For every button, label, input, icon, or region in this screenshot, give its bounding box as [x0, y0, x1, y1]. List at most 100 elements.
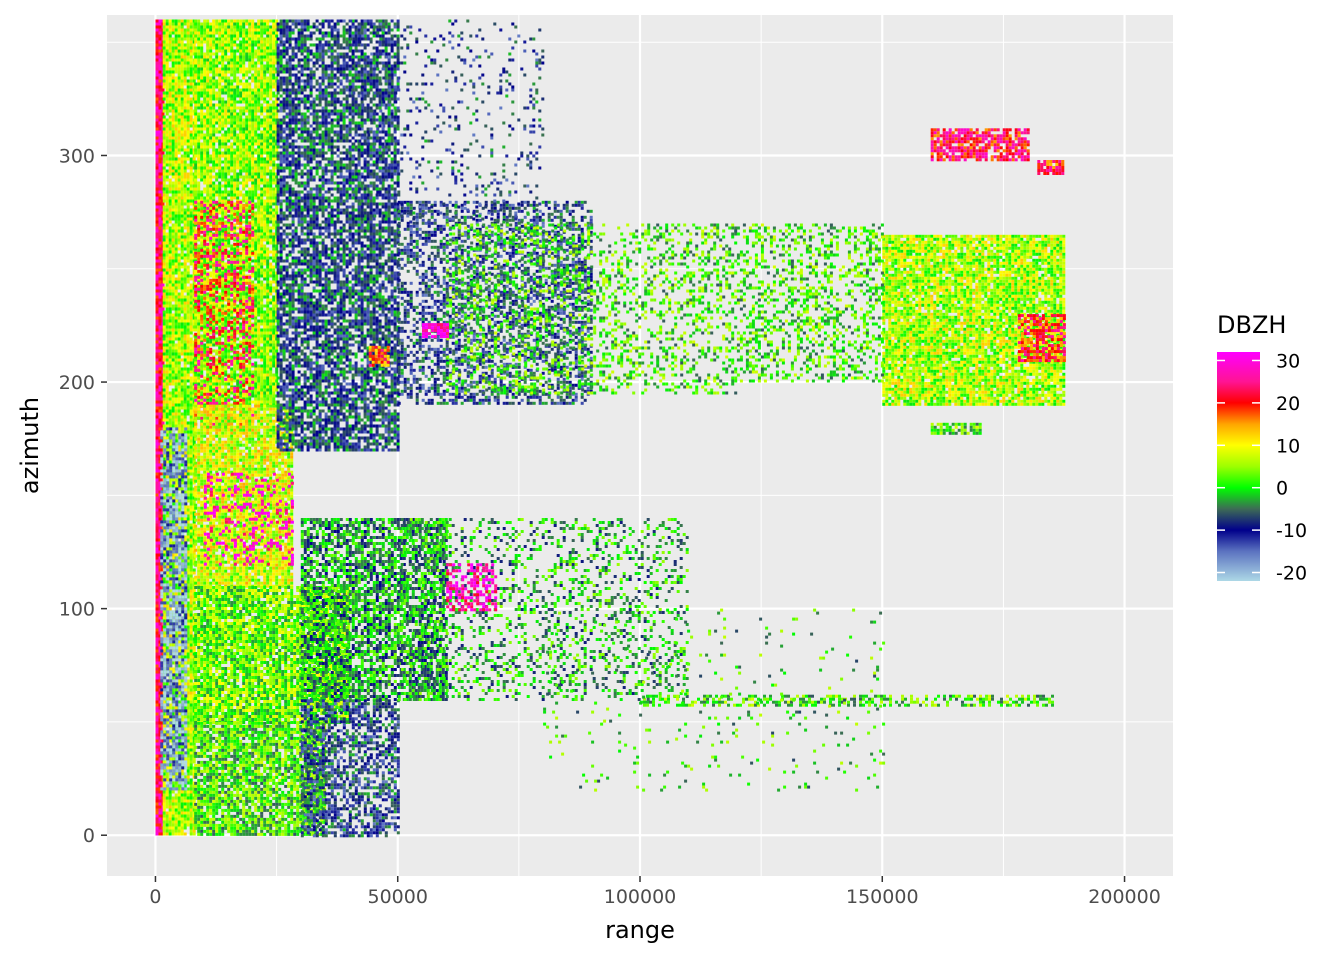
heatmap-cell: [242, 74, 245, 77]
heatmap-cell: [260, 32, 263, 35]
heatmap-cell: [203, 26, 206, 29]
heatmap-cell: [163, 119, 166, 122]
heatmap-cell: [215, 32, 218, 35]
heatmap-cell: [178, 152, 181, 155]
heatmap-cell: [184, 730, 187, 733]
heatmap-cell: [169, 392, 172, 395]
heatmap-cell: [239, 23, 242, 26]
heatmap-cell: [175, 116, 178, 119]
heatmap-cell: [190, 341, 193, 344]
heatmap-cell: [181, 23, 184, 26]
heatmap-cell: [156, 614, 159, 617]
heatmap-cell: [156, 719, 159, 722]
heatmap-cell: [181, 610, 184, 613]
heatmap-cell: [221, 35, 224, 38]
heatmap-cell: [169, 407, 172, 410]
heatmap-cell: [166, 742, 169, 745]
heatmap-cell: [172, 128, 175, 131]
heatmap-cell: [175, 526, 178, 529]
heatmap-cell: [156, 263, 159, 266]
heatmap-cell: [190, 506, 193, 509]
heatmap-cell: [175, 44, 178, 47]
heatmap-cell: [172, 733, 175, 736]
heatmap-cell: [175, 472, 178, 475]
heatmap-cell: [197, 74, 200, 77]
heatmap-cell: [159, 308, 162, 311]
heatmap-cell: [172, 577, 175, 580]
heatmap-cell: [184, 547, 187, 550]
heatmap-cell: [166, 350, 169, 353]
heatmap-cell: [184, 433, 187, 436]
heatmap-cell: [159, 173, 162, 176]
heatmap-cell: [175, 604, 178, 607]
heatmap-cell: [187, 386, 190, 389]
heatmap-cell: [172, 568, 175, 571]
heatmap-cell: [181, 347, 184, 350]
heatmap-cell: [159, 182, 162, 185]
heatmap-cell: [169, 827, 172, 830]
heatmap-cell: [181, 191, 184, 194]
heatmap-cell: [190, 32, 193, 35]
heatmap-cell: [242, 56, 245, 59]
heatmap-cell: [233, 77, 236, 80]
heatmap-cell: [260, 20, 263, 23]
heatmap-cell: [166, 50, 169, 53]
heatmap-cell: [172, 23, 175, 26]
heatmap-cell: [159, 359, 162, 362]
heatmap-cell: [175, 544, 178, 547]
heatmap-cell: [169, 461, 172, 464]
heatmap-cell: [156, 587, 159, 590]
heatmap-cell: [227, 62, 230, 65]
heatmap-cell: [159, 83, 162, 86]
heatmap-cell: [172, 131, 175, 134]
heatmap-cell: [159, 806, 162, 809]
heatmap-cell: [156, 140, 159, 143]
heatmap-cell: [156, 20, 159, 23]
heatmap-cell: [169, 152, 172, 155]
heatmap-cell: [159, 350, 162, 353]
heatmap-cell: [169, 206, 172, 209]
heatmap-cell: [190, 311, 193, 314]
heatmap-cell: [156, 209, 159, 212]
heatmap-cell: [206, 65, 209, 68]
heatmap-cell: [181, 428, 184, 431]
heatmap-cell: [181, 565, 184, 568]
heatmap-cell: [172, 745, 175, 748]
heatmap-cell: [221, 59, 224, 62]
heatmap-cell: [260, 59, 263, 62]
heatmap-cell: [172, 523, 175, 526]
heatmap-cell: [181, 230, 184, 233]
heatmap-cell: [218, 80, 221, 83]
heatmap-cell: [190, 488, 193, 491]
heatmap-cell: [242, 29, 245, 32]
heatmap-cell: [221, 74, 224, 77]
heatmap-cell: [184, 607, 187, 610]
heatmap-cell: [178, 416, 181, 419]
heatmap-cell: [172, 143, 175, 146]
heatmap-cell: [160, 574, 163, 577]
heatmap-cell: [260, 74, 263, 77]
heatmap-cell: [163, 761, 166, 764]
heatmap-cell: [175, 239, 178, 242]
heatmap-cell: [163, 263, 166, 266]
heatmap-cell: [156, 332, 159, 335]
heatmap-cell: [166, 221, 169, 224]
heatmap-cell: [169, 781, 172, 784]
heatmap-cell: [215, 20, 218, 23]
heatmap-cell: [169, 818, 172, 821]
heatmap-cell: [159, 413, 162, 416]
heatmap-cell: [233, 53, 236, 56]
heatmap-cell: [172, 460, 175, 463]
heatmap-cell: [156, 53, 159, 56]
heatmap-cell: [166, 248, 169, 251]
heatmap-cell: [181, 38, 184, 41]
heatmap-cell: [172, 281, 175, 284]
heatmap-cell: [187, 335, 190, 338]
heatmap-cell: [172, 47, 175, 50]
heatmap-cell: [169, 691, 172, 694]
heatmap-cell: [181, 404, 184, 407]
heatmap-cell: [184, 518, 187, 521]
heatmap-cell: [187, 821, 190, 824]
heatmap-cell: [190, 365, 193, 368]
heatmap-cell: [187, 224, 190, 227]
